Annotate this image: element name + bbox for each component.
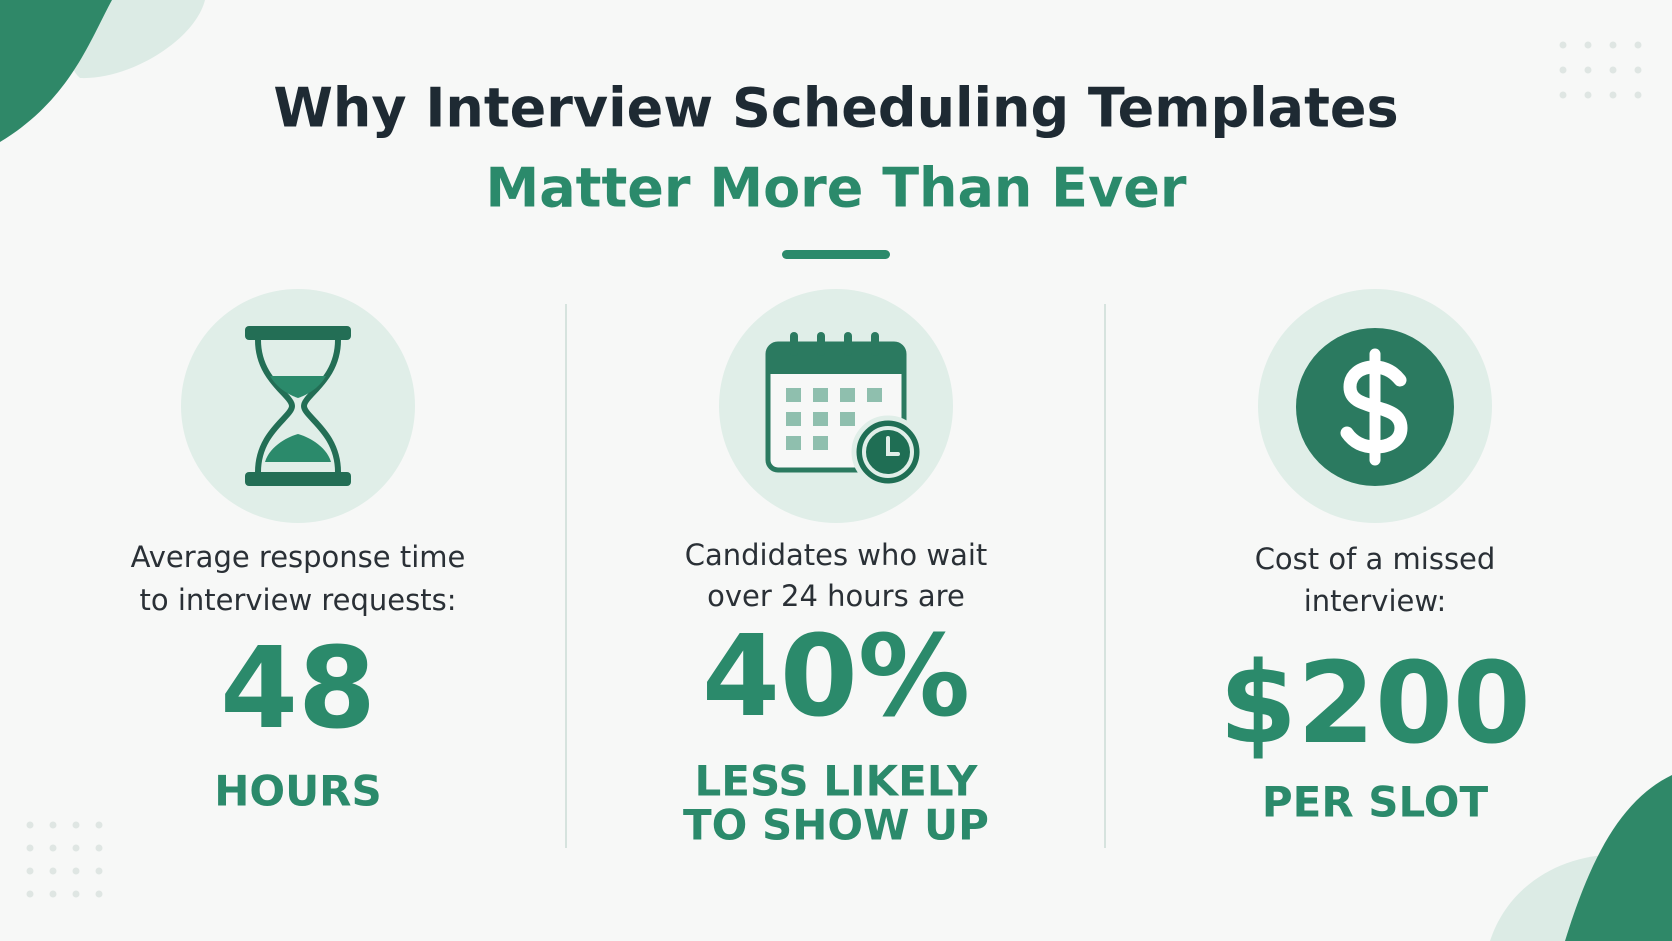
calendar-icon [765, 332, 925, 489]
title-underline [782, 250, 890, 259]
dot [1634, 41, 1642, 49]
dot [1584, 66, 1592, 74]
stat-unit: TO SHOW UP [683, 801, 989, 850]
stat-description: Candidates who wait [685, 538, 988, 572]
dot [1609, 66, 1617, 74]
dot [26, 890, 34, 898]
dot [1559, 91, 1567, 99]
dot [1609, 91, 1617, 99]
dot [95, 890, 103, 898]
corner-blob [1565, 775, 1672, 941]
dot [1584, 91, 1592, 99]
dot [49, 890, 57, 898]
dot [95, 844, 103, 852]
stat-description: Cost of a missed [1255, 542, 1496, 576]
corner-blob [0, 0, 205, 79]
dot [95, 821, 103, 829]
stat-unit: PER SLOT [1262, 778, 1489, 827]
stat-value: 48 [220, 624, 376, 754]
dot [72, 821, 80, 829]
dot [1559, 41, 1567, 49]
dot [72, 867, 80, 875]
dot [1634, 66, 1642, 74]
dot-pattern [1559, 41, 1642, 99]
dot [49, 844, 57, 852]
dot [49, 821, 57, 829]
dot [1584, 41, 1592, 49]
dot [26, 821, 34, 829]
stat-description: Average response time [131, 540, 466, 574]
dot-pattern [26, 821, 103, 898]
dollar-icon [1296, 328, 1454, 486]
dot [72, 890, 80, 898]
hourglass-icon [245, 326, 351, 486]
title-highlight: Matter More Than Ever [485, 157, 1186, 220]
dot [26, 867, 34, 875]
corner-blob [0, 0, 112, 142]
dot [1609, 41, 1617, 49]
stat-unit: LESS LIKELY [695, 757, 979, 806]
stat-description: to interview requests: [139, 583, 456, 617]
icon-circle [181, 289, 415, 523]
stat-unit: HOURS [214, 767, 382, 816]
dot [1634, 91, 1642, 99]
stat-value: 40% [702, 612, 970, 742]
title: Why Interview Scheduling Templates [273, 77, 1398, 140]
dot [1559, 66, 1567, 74]
dot [26, 844, 34, 852]
stat-description: interview: [1304, 584, 1447, 618]
stat-value: $200 [1219, 639, 1531, 769]
stat-description: over 24 hours are [707, 579, 965, 613]
dot [72, 844, 80, 852]
dot [49, 867, 57, 875]
dot [95, 867, 103, 875]
